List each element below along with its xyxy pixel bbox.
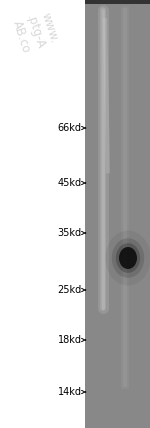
Bar (85, 0, 150, 428)
Text: 18kd: 18kd (58, 335, 82, 345)
Bar (85, 0, 150, 4)
Ellipse shape (112, 238, 144, 278)
Ellipse shape (105, 231, 150, 285)
Ellipse shape (119, 247, 137, 269)
Ellipse shape (116, 243, 140, 273)
Text: 14kd: 14kd (58, 387, 82, 397)
Text: 45kd: 45kd (58, 178, 82, 188)
Text: 66kd: 66kd (58, 123, 82, 133)
Text: 35kd: 35kd (58, 228, 82, 238)
Text: 25kd: 25kd (57, 285, 82, 295)
Text: www.
.ptg-A
AB.co: www. .ptg-A AB.co (10, 9, 61, 55)
